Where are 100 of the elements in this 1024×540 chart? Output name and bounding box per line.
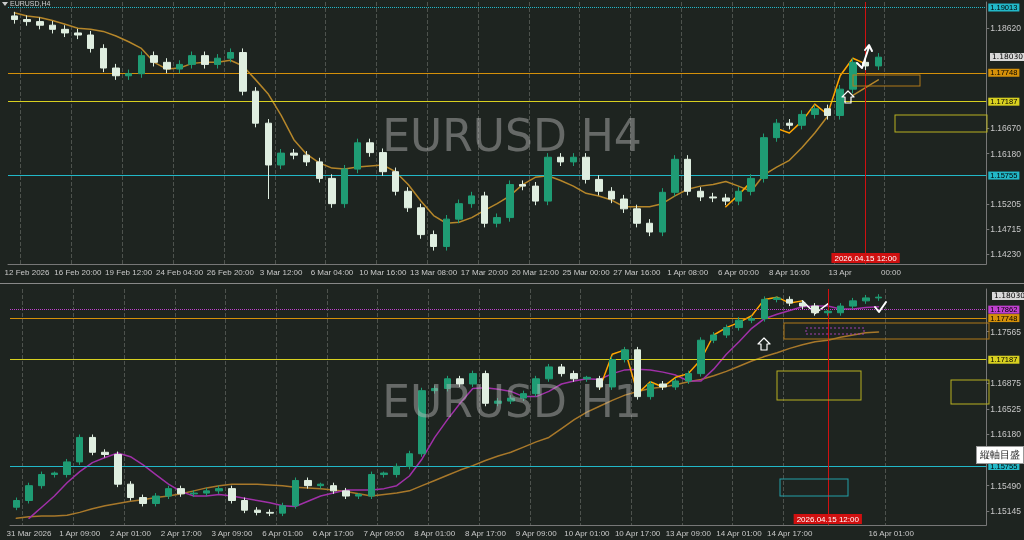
y-tick-label: 1.17565: [990, 326, 1022, 337]
candlestick: [710, 331, 717, 344]
candlestick: [646, 218, 653, 237]
candlestick: [493, 212, 501, 228]
x-tick-label: 14 Apr 01:00: [716, 528, 763, 538]
x-tick-label: 3 Mar 12:00: [259, 267, 304, 277]
candlestick: [228, 485, 236, 504]
x-tick-label: 6 Apr 01:00: [262, 528, 304, 538]
candlestick: [620, 194, 628, 214]
candlestick: [252, 86, 259, 128]
x-tick-label: 6 Apr 00:00: [718, 267, 760, 277]
x-tick-label: 13 Apr 09:00: [665, 528, 712, 538]
x-tick-label: 1 Apr 09:00: [59, 528, 101, 538]
candlestick: [125, 69, 132, 81]
candlestick: [277, 148, 285, 170]
x-tick-label: 10 Apr 17:00: [614, 528, 661, 538]
candlestick: [404, 186, 412, 213]
candlestick: [786, 295, 793, 307]
candlestick: [544, 152, 552, 206]
candlestick: [747, 173, 755, 196]
candlestick: [292, 477, 299, 510]
candlestick: [836, 84, 844, 121]
candlestick: [368, 471, 375, 500]
candlestick: [697, 186, 704, 202]
x-tick-label: 12 Feb 2026: [4, 267, 51, 277]
candlestick: [114, 451, 122, 488]
text: EURUSD H4: [382, 109, 642, 161]
x-tick-label: 8 Apr 01:00: [414, 528, 456, 538]
x-tick-label: 7 Apr 09:00: [363, 528, 406, 538]
candlestick: [13, 497, 20, 511]
candlestick: [824, 104, 831, 121]
candlestick: [215, 485, 223, 495]
candlestick: [51, 471, 58, 478]
candlestick: [89, 433, 96, 456]
candlestick: [723, 324, 730, 339]
candlestick: [330, 482, 337, 495]
candlestick: [672, 377, 679, 391]
candlestick: [138, 51, 145, 79]
candlestick: [608, 186, 615, 204]
candlestick: [684, 154, 691, 196]
x-tick-label: 16 Feb 20:00: [54, 267, 102, 277]
candlestick: [303, 150, 310, 167]
candlestick: [621, 346, 629, 363]
candlestick: [849, 297, 857, 310]
candlestick: [735, 316, 743, 332]
candlestick: [545, 363, 553, 383]
y-tick-label: 1.14715: [990, 224, 1022, 235]
candlestick: [760, 133, 768, 184]
candlestick: [582, 152, 590, 185]
candlestick: [254, 506, 261, 516]
candlestick: [532, 181, 539, 206]
candlestick: [290, 148, 298, 160]
candlestick: [25, 482, 33, 504]
y-tick-label: 1.15205: [990, 198, 1022, 209]
y-tick-label: 1.16875: [990, 377, 1022, 388]
x-tick-label: 6 Mar 04:00: [310, 267, 354, 277]
candlestick: [811, 104, 819, 120]
candlestick: [49, 20, 56, 34]
x-tick-label: 8 Apr 17:00: [465, 528, 507, 538]
candlestick: [203, 487, 210, 497]
y-tick-label: 1.16180: [990, 429, 1022, 440]
candlestick: [74, 28, 82, 40]
candlestick: [722, 193, 730, 206]
line-series: [15, 331, 880, 520]
candlestick: [36, 16, 44, 30]
candlestick: [38, 471, 45, 490]
x-tick-label: 19 Feb 12:00: [105, 267, 153, 277]
candlestick: [862, 294, 870, 305]
candlestick: [241, 497, 248, 514]
candlestick: [201, 51, 209, 70]
candlestick: [837, 302, 844, 317]
x-tick-label: 20 Mar 12:00: [511, 267, 560, 277]
x-tick-label: 13 Apr: [828, 267, 853, 277]
candlestick: [799, 299, 806, 310]
candlestick: [354, 138, 361, 174]
candlestick: [165, 485, 172, 500]
x-tick-label: 2026.04.15 12:00: [796, 514, 860, 524]
candlestick: [748, 315, 755, 324]
candlestick: [11, 11, 18, 25]
candlestick: [773, 118, 780, 143]
candlestick: [139, 494, 147, 507]
x-tick-label: 24 Feb 04:00: [155, 267, 204, 277]
y-tick-label: 1.16670: [990, 123, 1022, 134]
x-tick-label: 17 Mar 20:00: [460, 267, 509, 277]
candlestick: [342, 487, 350, 500]
candlestick: [798, 109, 806, 130]
candlestick: [659, 380, 667, 391]
annotation: 縦軸目盛: [980, 449, 1020, 460]
candlestick: [697, 336, 705, 378]
candlestick: [392, 167, 399, 196]
candlestick: [316, 157, 323, 184]
candlestick: [875, 293, 882, 302]
x-tick-label: 2 Apr 01:00: [109, 528, 152, 538]
candlestick: [595, 174, 603, 196]
candlestick: [188, 51, 196, 70]
candlestick: [150, 51, 158, 67]
candlestick: [341, 164, 348, 209]
candlestick: [659, 187, 666, 237]
y-tick-label: 1.15145: [990, 506, 1022, 517]
candlestick: [558, 363, 565, 378]
